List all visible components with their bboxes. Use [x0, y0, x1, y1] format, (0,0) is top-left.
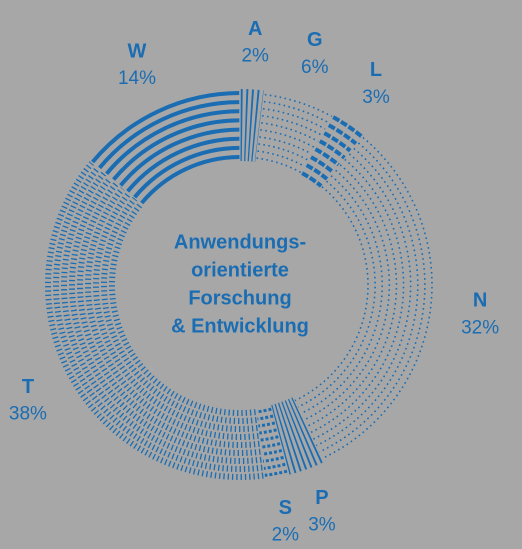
segment: [91, 91, 240, 205]
pattern-stroke: [133, 145, 240, 199]
value-label: 14%: [118, 68, 156, 89]
pattern-stroke: [260, 442, 281, 449]
pattern-stroke: [105, 109, 240, 176]
center-label: orientierte: [191, 259, 289, 281]
pattern-stroke: [312, 153, 412, 440]
pattern-stroke: [126, 136, 240, 193]
pattern-stroke: [300, 175, 383, 415]
pattern-stroke: [261, 449, 283, 456]
center-label: Forschung: [188, 287, 291, 309]
pattern-stroke: [262, 107, 326, 130]
value-label: 3%: [362, 87, 390, 108]
pattern-stroke: [91, 91, 240, 164]
segment: [256, 93, 333, 174]
category-label: T: [22, 376, 34, 398]
pattern-stroke: [263, 100, 329, 124]
pattern-stroke: [140, 155, 240, 205]
value-label: 2%: [241, 45, 269, 66]
category-label: S: [279, 497, 292, 519]
pattern-stroke: [261, 122, 319, 143]
pattern-stroke: [332, 115, 364, 139]
pattern-stroke: [294, 186, 369, 402]
pattern-stroke: [305, 163, 329, 181]
segment: [256, 407, 288, 477]
pattern-stroke: [85, 186, 259, 440]
segment: [45, 161, 264, 480]
pattern-stroke: [303, 169, 391, 421]
category-label: N: [473, 290, 487, 312]
pattern-stroke: [119, 127, 240, 187]
value-label: 32%: [461, 317, 499, 338]
category-label: A: [248, 18, 262, 40]
pattern-stroke: [98, 100, 240, 170]
segment: [270, 397, 323, 475]
segment: [294, 136, 433, 460]
pattern-stroke: [69, 176, 261, 456]
value-label: 3%: [308, 515, 336, 536]
center-label: Anwendungs-: [174, 231, 306, 253]
pattern-stroke: [53, 166, 263, 472]
pattern-stroke: [259, 136, 312, 155]
value-label: 6%: [301, 57, 329, 78]
pattern-stroke: [261, 114, 323, 136]
pattern-stroke: [327, 123, 358, 146]
category-label: W: [128, 40, 147, 62]
pattern-stroke: [306, 164, 398, 428]
pattern-stroke: [297, 180, 376, 408]
pattern-stroke: [257, 414, 274, 421]
pattern-stroke: [45, 161, 264, 480]
pattern-stroke: [263, 462, 286, 470]
segment: [239, 89, 264, 162]
pattern-stroke: [264, 93, 333, 118]
pattern-stroke: [262, 455, 284, 463]
pattern-stroke: [264, 469, 288, 477]
value-label: 38%: [9, 404, 47, 425]
pattern-stroke: [309, 158, 405, 434]
center-label: & Entwicklung: [171, 315, 309, 337]
value-label: 2%: [272, 525, 300, 544]
category-label: P: [315, 487, 328, 509]
category-label: L: [370, 59, 382, 81]
pattern-stroke: [101, 196, 257, 424]
pattern-stroke: [309, 155, 335, 174]
pattern-stroke: [239, 89, 264, 162]
pattern-stroke: [318, 139, 346, 160]
pattern-stroke: [77, 181, 260, 448]
pattern-stroke: [270, 397, 323, 475]
pattern-stroke: [323, 131, 352, 153]
pattern-stroke: [322, 136, 433, 460]
pattern-stroke: [258, 421, 276, 428]
pattern-stroke: [314, 147, 340, 167]
pattern-stroke: [319, 142, 426, 453]
pattern-stroke: [260, 435, 279, 442]
pattern-stroke: [258, 143, 309, 161]
pattern-stroke: [259, 428, 277, 435]
pattern-stroke: [256, 157, 302, 174]
pattern-stroke: [112, 118, 240, 181]
segment: [301, 115, 364, 188]
category-label: G: [307, 29, 323, 51]
pattern-stroke: [301, 171, 323, 188]
pattern-stroke: [256, 407, 272, 414]
